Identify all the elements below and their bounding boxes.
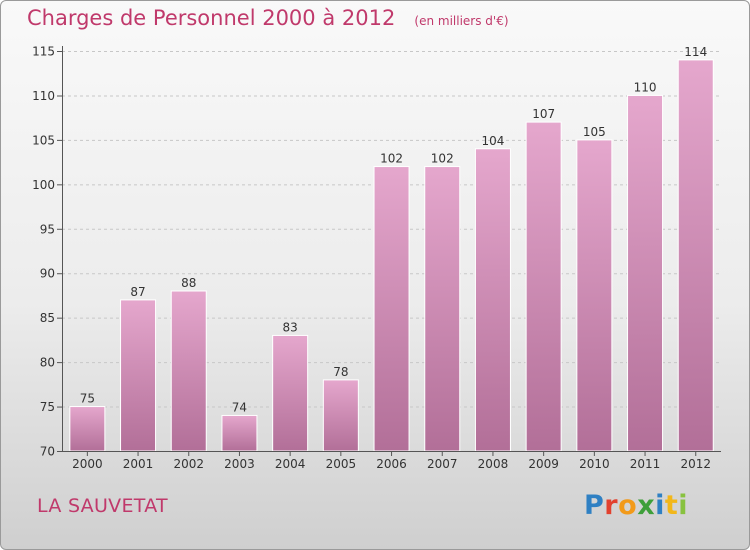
x-tick-label: 2011 bbox=[630, 457, 661, 471]
bar bbox=[474, 148, 511, 452]
logo-letter: i bbox=[655, 490, 665, 521]
bar bbox=[424, 166, 461, 452]
value-label: 114 bbox=[684, 45, 707, 59]
y-tick-label: 105 bbox=[32, 133, 55, 147]
bar bbox=[120, 299, 157, 452]
value-label: 110 bbox=[634, 80, 657, 94]
bar bbox=[322, 379, 359, 452]
y-tick-label: 70 bbox=[40, 445, 55, 459]
bar bbox=[627, 94, 664, 452]
axes bbox=[57, 46, 721, 456]
x-tick-label: 2002 bbox=[173, 457, 204, 471]
value-label: 83 bbox=[283, 320, 298, 334]
y-tick-label: 95 bbox=[40, 222, 55, 236]
bar bbox=[272, 334, 309, 452]
value-label: 74 bbox=[232, 400, 247, 414]
value-label: 102 bbox=[380, 152, 403, 166]
value-label: 104 bbox=[481, 134, 504, 148]
x-tick-label: 2012 bbox=[680, 457, 711, 471]
bar bbox=[373, 166, 410, 452]
bar bbox=[576, 139, 613, 452]
value-label: 87 bbox=[130, 285, 145, 299]
logo-letter: i bbox=[678, 490, 689, 521]
bars bbox=[69, 59, 714, 452]
y-tick-label: 115 bbox=[32, 45, 55, 59]
proxiti-logo: Proxiti bbox=[584, 490, 688, 521]
value-label: 107 bbox=[532, 107, 555, 121]
bar bbox=[221, 414, 258, 452]
chart-title: Charges de Personnel 2000 à 2012 bbox=[27, 6, 396, 30]
value-label: 102 bbox=[431, 152, 454, 166]
y-tick-label: 90 bbox=[40, 267, 55, 281]
x-tick-label: 2009 bbox=[528, 457, 559, 471]
logo-letter: t bbox=[664, 490, 679, 521]
logo-letter: x bbox=[637, 490, 656, 521]
x-tick-label: 2010 bbox=[579, 457, 610, 471]
x-tick-label: 2003 bbox=[224, 457, 255, 471]
x-tick-label: 2007 bbox=[427, 457, 458, 471]
place-name: LA SAUVETAT bbox=[37, 495, 168, 517]
bar bbox=[69, 406, 106, 452]
bar bbox=[170, 290, 207, 452]
bar bbox=[525, 121, 562, 452]
y-tick-label: 80 bbox=[40, 356, 55, 370]
value-label: 78 bbox=[333, 365, 348, 379]
x-tick-label: 2001 bbox=[123, 457, 154, 471]
title-row: Charges de Personnel 2000 à 2012 (en mil… bbox=[27, 6, 509, 30]
labels: 70 75 80 85 90 95 100 105 110 115 75 2000 87 2001 88 20… bbox=[32, 45, 711, 472]
x-tick-label: 2004 bbox=[275, 457, 306, 471]
y-tick-label: 75 bbox=[40, 400, 55, 414]
y-tick-label: 100 bbox=[32, 178, 55, 192]
y-tick-label: 110 bbox=[32, 89, 55, 103]
chart-subtitle: (en milliers d'€) bbox=[414, 14, 509, 28]
value-label: 75 bbox=[80, 392, 95, 406]
x-tick-label: 2006 bbox=[376, 457, 407, 471]
bar bbox=[677, 59, 714, 452]
logo-letter: o bbox=[618, 490, 638, 521]
value-label: 105 bbox=[583, 125, 606, 139]
x-tick-label: 2008 bbox=[478, 457, 509, 471]
y-tick-label: 85 bbox=[40, 311, 55, 325]
logo-letter: r bbox=[604, 490, 619, 521]
logo-letter: P bbox=[584, 490, 605, 521]
x-tick-label: 2000 bbox=[72, 457, 103, 471]
x-tick-label: 2005 bbox=[326, 457, 357, 471]
value-label: 88 bbox=[181, 276, 196, 290]
